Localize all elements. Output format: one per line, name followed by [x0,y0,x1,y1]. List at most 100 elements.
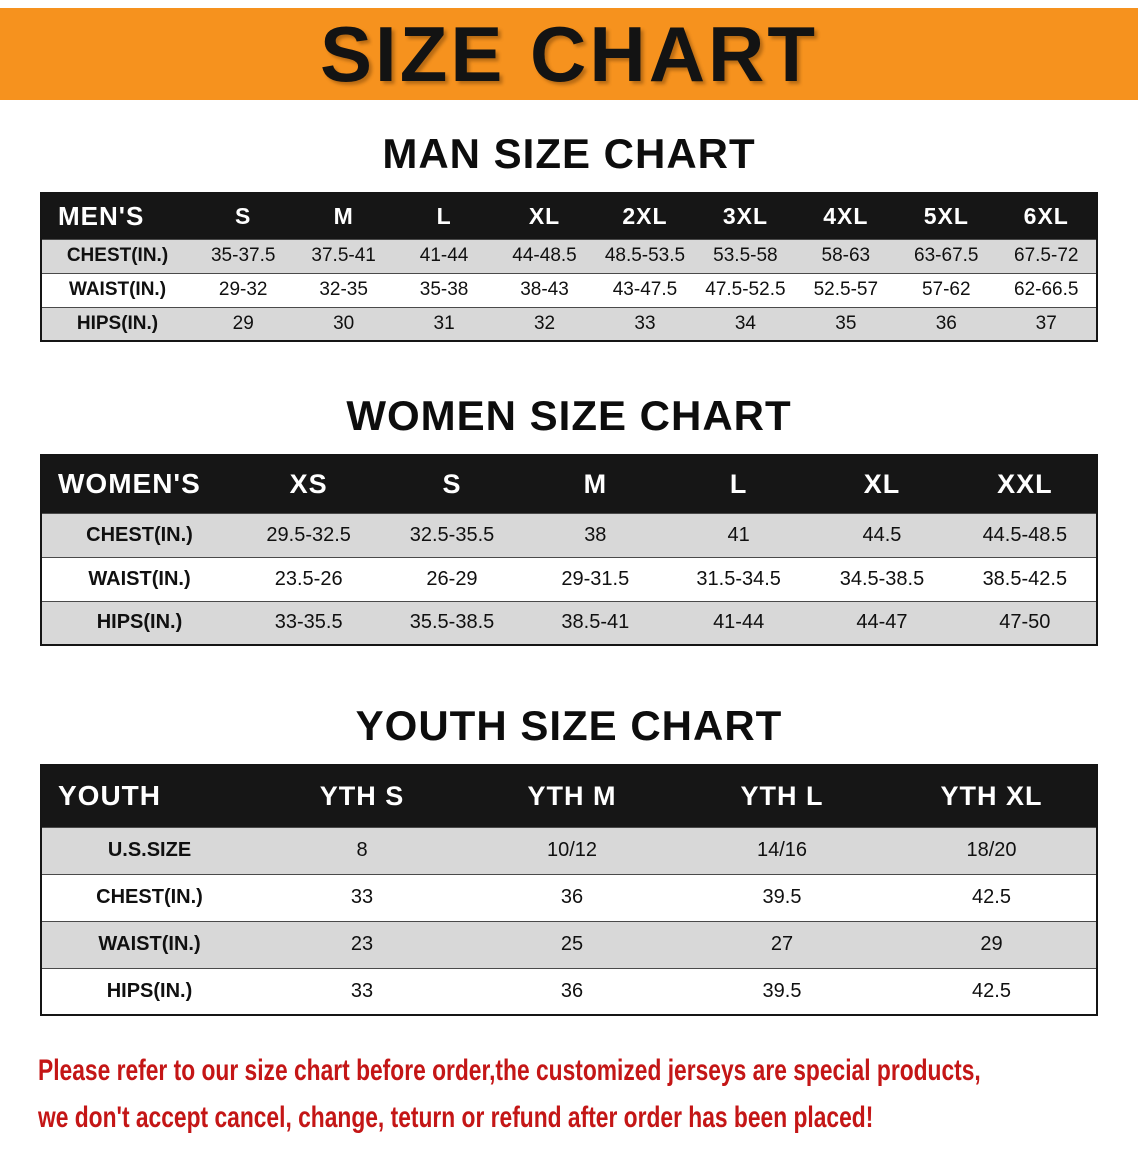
size-value-cell: 32.5-35.5 [380,512,524,557]
measurement-row: WAIST(IN.) 29-32 32-35 35-38 38-43 43-47.5 47.… [41,272,1097,307]
size-value-cell: 35-37.5 [193,238,294,273]
size-column-header: XL [494,193,595,239]
men-size-chart-heading: MAN SIZE CHART [382,130,756,177]
size-value-cell: 58-63 [795,238,897,273]
size-value-cell: 10/12 [467,826,677,874]
size-chart-banner: SIZE CHART [0,8,1138,100]
youth-size-table: YOUTH YTH S YTH M YTH L YTH XL U.S.SIZE 8 10/12… [40,764,1098,1016]
size-value-cell: 39.5 [677,873,887,921]
size-column-header: L [393,193,495,239]
row-label: HIPS(IN.) [41,306,193,341]
size-value-cell: 57-62 [896,272,997,307]
size-value-cell: 67.5-72 [996,238,1097,273]
size-value-cell: 36 [896,306,997,341]
size-value-cell: 41-44 [393,238,495,273]
size-value-cell: 35.5-38.5 [380,600,524,645]
size-value-cell: 33 [257,873,467,921]
row-label: WAIST(IN.) [41,920,257,968]
size-value-cell: 23 [257,920,467,968]
size-value-cell: 25 [467,920,677,968]
size-value-cell: 38.5-41 [523,600,667,645]
size-value-cell: 29 [193,306,294,341]
size-value-cell: 29 [887,920,1097,968]
size-value-cell: 27 [677,920,887,968]
size-value-cell: 33 [257,967,467,1015]
size-column-header: YTH XL [887,765,1097,827]
size-value-cell: 41 [666,512,811,557]
size-value-cell: 33-35.5 [237,600,381,645]
size-value-cell: 29-32 [193,272,294,307]
row-label: U.S.SIZE [41,826,257,874]
size-value-cell: 42.5 [887,967,1097,1015]
size-value-cell: 48.5-53.5 [594,238,696,273]
size-value-cell: 26-29 [380,556,524,601]
banner-title: SIZE CHART [320,9,818,98]
size-value-cell: 29-31.5 [523,556,667,601]
size-value-cell: 36 [467,967,677,1015]
header-row: YOUTH YTH S YTH M YTH L YTH XL [41,765,1097,827]
size-value-cell: 38 [523,512,667,557]
youth-size-chart-heading: YOUTH SIZE CHART [355,702,783,749]
size-value-cell: 53.5-58 [695,238,796,273]
size-value-cell: 44-47 [810,600,954,645]
women-size-chart-heading: WOMEN SIZE CHART [346,392,792,439]
size-column-header: XXL [953,455,1097,513]
size-value-cell: 38-43 [494,272,595,307]
men-size-table: MEN'S S M L XL 2XL 3XL 4XL 5XL 6XL CHEST(IN.) 35-37… [40,192,1098,342]
size-value-cell: 38.5-42.5 [953,556,1097,601]
row-label: HIPS(IN.) [41,967,257,1015]
size-value-cell: 30 [293,306,394,341]
size-value-cell: 23.5-26 [237,556,381,601]
measurement-row: WAIST(IN.) 23.5-26 26-29 29-31.5 31.5-34.5 34… [41,556,1097,601]
size-value-cell: 44.5 [810,512,954,557]
row-label: CHEST(IN.) [41,873,257,921]
size-column-header: 4XL [795,193,897,239]
measurement-row: HIPS(IN.) 33-35.5 35.5-38.5 38.5-41 41-44 44-… [41,600,1097,645]
size-value-cell: 35 [795,306,897,341]
size-value-cell: 37.5-41 [293,238,394,273]
size-column-header: S [380,455,524,513]
size-value-cell: 36 [467,873,677,921]
youth-size-chart-section: YOUTH SIZE CHART YOUTH YTH S YTH M YTH L YTH… [0,702,1138,1016]
size-value-cell: 63-67.5 [896,238,997,273]
men-size-chart-section: MAN SIZE CHART MEN'S S M L XL 2XL 3XL 4XL 5XL 6XL… [0,130,1138,342]
size-value-cell: 31 [393,306,495,341]
size-value-cell: 35-38 [393,272,495,307]
size-column-header: 2XL [594,193,696,239]
disclaimer-line1: Please refer to our size chart before or… [38,1054,981,1087]
size-value-cell: 47-50 [953,600,1097,645]
size-value-cell: 41-44 [666,600,811,645]
women-size-chart-section: WOMEN SIZE CHART WOMEN'S XS S M L XL XXL CHEST(… [0,392,1138,646]
size-column-header: 6XL [996,193,1097,239]
header-row: MEN'S S M L XL 2XL 3XL 4XL 5XL 6XL [41,193,1097,239]
size-value-cell: 47.5-52.5 [695,272,796,307]
row-label: CHEST(IN.) [41,238,193,273]
measurement-row: CHEST(IN.) 29.5-32.5 32.5-35.5 38 41 44.5 44.5… [41,512,1097,557]
measurement-row: HIPS(IN.) 33 36 39.5 42.5 [41,967,1097,1015]
measurement-row: CHEST(IN.) 33 36 39.5 42.5 [41,873,1097,921]
measurement-row: WAIST(IN.) 23 25 27 29 [41,920,1097,968]
disclaimer-line2: we don't accept cancel, change, teturn o… [38,1100,874,1134]
size-column-header: 3XL [695,193,796,239]
disclaimer: Please refer to our size chart before or… [38,1048,1138,1141]
size-chart-page: SIZE CHART MAN SIZE CHART MEN'S S M L XL 2XL 3… [0,8,1138,1141]
size-value-cell: 29.5-32.5 [237,512,381,557]
row-label: CHEST(IN.) [41,512,237,557]
size-column-header: M [523,455,667,513]
table-title-cell: WOMEN'S [41,455,237,513]
size-value-cell: 14/16 [677,826,887,874]
size-column-header: 5XL [896,193,997,239]
measurement-row: U.S.SIZE 8 10/12 14/16 18/20 [41,826,1097,874]
women-size-table: WOMEN'S XS S M L XL XXL CHEST(IN.) 29.5-32.5 32.5… [40,454,1098,646]
size-value-cell: 32-35 [293,272,394,307]
size-value-cell: 44-48.5 [494,238,595,273]
size-value-cell: 34.5-38.5 [810,556,954,601]
size-value-cell: 31.5-34.5 [666,556,811,601]
size-column-header: YTH S [257,765,467,827]
size-column-header: XL [810,455,954,513]
size-value-cell: 44.5-48.5 [953,512,1097,557]
size-value-cell: 18/20 [887,826,1097,874]
header-row: WOMEN'S XS S M L XL XXL [41,455,1097,513]
size-value-cell: 34 [695,306,796,341]
row-label: WAIST(IN.) [41,556,237,601]
